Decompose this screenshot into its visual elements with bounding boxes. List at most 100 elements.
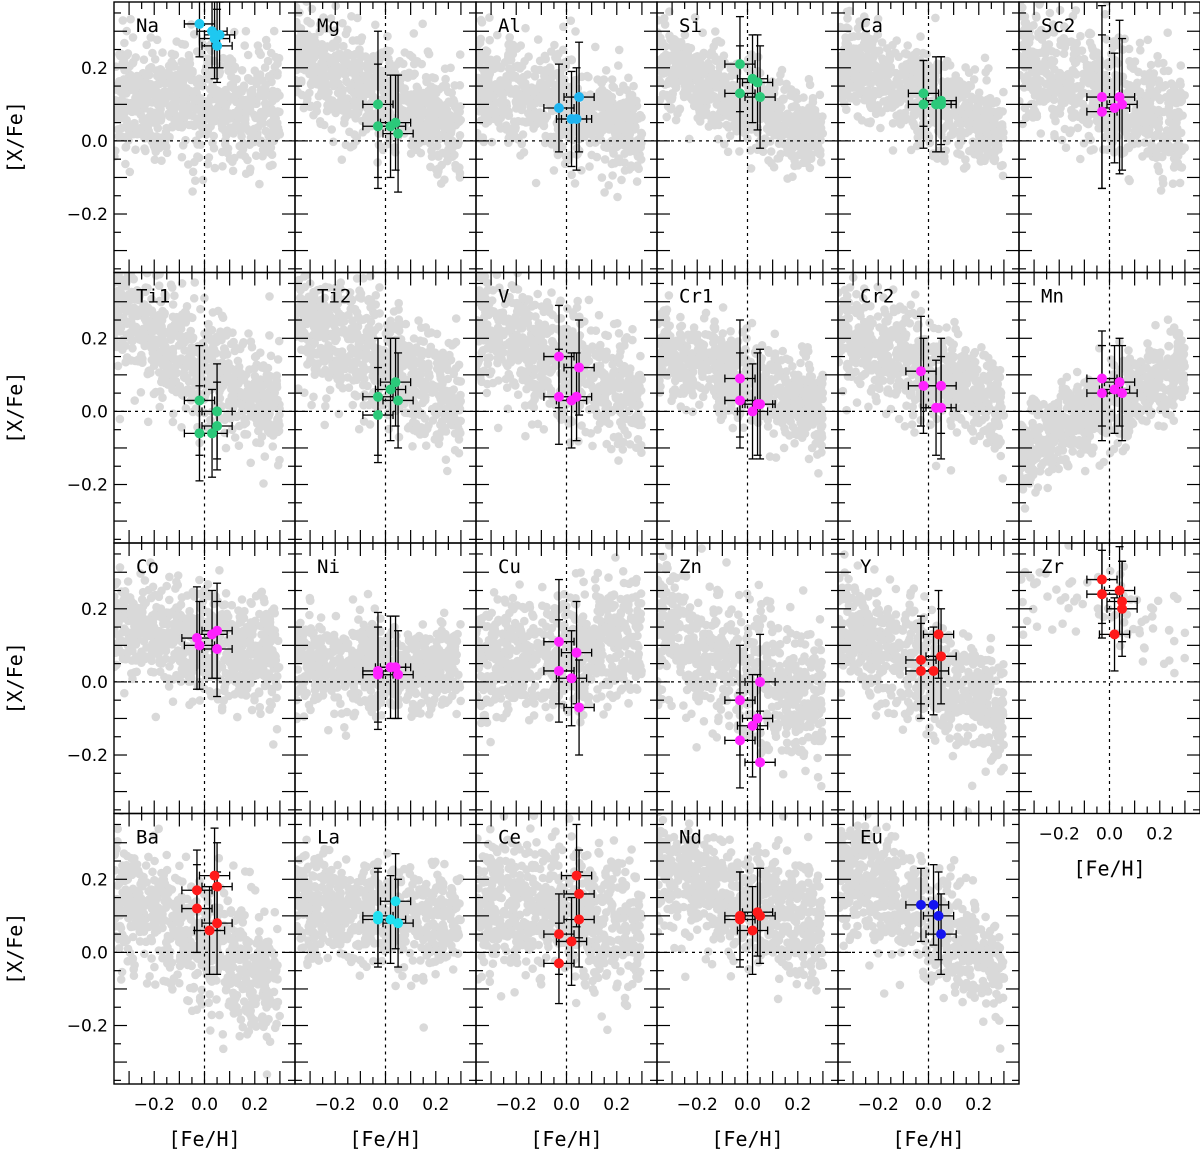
data-point [553,665,564,676]
background-stars-Zr [1019,543,1190,678]
element-label: Ba [136,827,159,849]
x-tick-label: −0.2 [858,1095,899,1115]
data-point [928,665,939,676]
y-tick-label: −0.2 [67,746,108,766]
data-point [915,366,926,377]
element-label: Eu [860,827,883,849]
data-point [574,702,585,713]
x-tick-label: 0.2 [422,1095,449,1115]
x-tick-label: −0.2 [1039,825,1080,845]
y-axis-title: [X/Fe] [3,372,27,444]
data-point [918,88,929,99]
element-label: Cr1 [679,286,713,308]
x-axis-title: [Fe/H] [892,1127,964,1151]
data-point [553,636,564,647]
y-tick-label: −0.2 [67,205,108,225]
data-point [553,929,564,940]
data-point [209,870,220,881]
data-point [1096,373,1107,384]
element-label: Na [136,15,159,37]
series-Nd [724,867,776,975]
background-stars-Zn [657,543,827,791]
series-Ti2 [362,337,414,464]
data-point [1117,99,1128,110]
data-point [372,410,383,421]
data-point [755,757,766,768]
data-point [393,669,404,680]
panel-ticks [838,813,1019,1084]
x-tick-label: −0.2 [496,1095,537,1115]
series-Cr1 [724,319,776,460]
data-point [1114,377,1125,388]
data-point [755,910,766,921]
data-point [390,896,401,907]
element-label: La [317,827,340,849]
data-point [747,925,758,936]
series-V [543,304,595,449]
data-point [1117,603,1128,614]
data-point [734,88,745,99]
data-point [915,665,926,676]
data-point [928,899,939,910]
background-stars-Co [114,558,284,749]
series-Cu [543,578,595,756]
x-axis-title: [Fe/H] [1073,857,1145,881]
x-tick-label: 0.0 [915,1095,942,1115]
x-tick-label: 0.2 [784,1095,811,1115]
labels-layer: Na −0.2 0.0 0.2 [X/Fe] Mg Al Si Ca Sc2 Ti1 −0.2 0.0 0… [3,15,1173,1151]
series-Zn [724,633,776,814]
data-point [372,914,383,925]
background-stars-Ti2 [295,272,466,476]
data-point [390,377,401,388]
data-point [212,625,223,636]
panel-ticks [295,813,476,1084]
data-point [385,384,396,395]
x-tick-label: 0.0 [1096,825,1123,845]
data-point [734,695,745,706]
element-label: Nd [679,827,702,849]
x-tick-label: 0.2 [965,1095,992,1115]
data-point [212,421,223,432]
panel-ticks [657,2,838,273]
data-point [194,428,205,439]
panel-ticks [838,543,1019,814]
element-label: Ni [317,556,340,578]
background-stars-Sc2 [1019,2,1189,195]
data-point [755,92,766,103]
background-stars-Ce [476,813,646,1035]
data-point [553,103,564,114]
data-point [393,918,404,929]
x-tick-label: 0.2 [1146,825,1173,845]
data-point [212,406,223,417]
y-tick-label: 0.2 [81,870,108,890]
series-Si [724,15,776,149]
panel-ticks [657,272,838,543]
data-point [574,914,585,925]
data-point [915,899,926,910]
background-stars-Na [114,14,285,196]
panel-ticks [476,543,657,814]
x-tick-label: 0.0 [734,1095,761,1115]
background-stars-Nd [657,813,828,1004]
panel-ticks [1019,272,1200,543]
y-tick-label: 0.0 [81,402,108,422]
element-label: Zn [679,556,702,578]
panel-ticks [295,272,476,543]
element-label: V [498,286,509,308]
x-axis-title: [Fe/H] [711,1127,783,1151]
data-point [372,391,383,402]
data-point [212,644,223,655]
series-Ce [543,823,595,1005]
data-point [571,870,582,881]
data-point [1114,585,1125,596]
data-point [212,40,223,51]
series-Ba [181,827,233,975]
y-axis-title: [X/Fe] [3,913,27,985]
data-point [933,910,944,921]
series-Sc2 [1086,5,1138,190]
background-stars-Eu [838,813,1009,1053]
data-point [1096,574,1107,585]
series-Al [543,41,595,171]
element-label: Cr2 [860,286,894,308]
